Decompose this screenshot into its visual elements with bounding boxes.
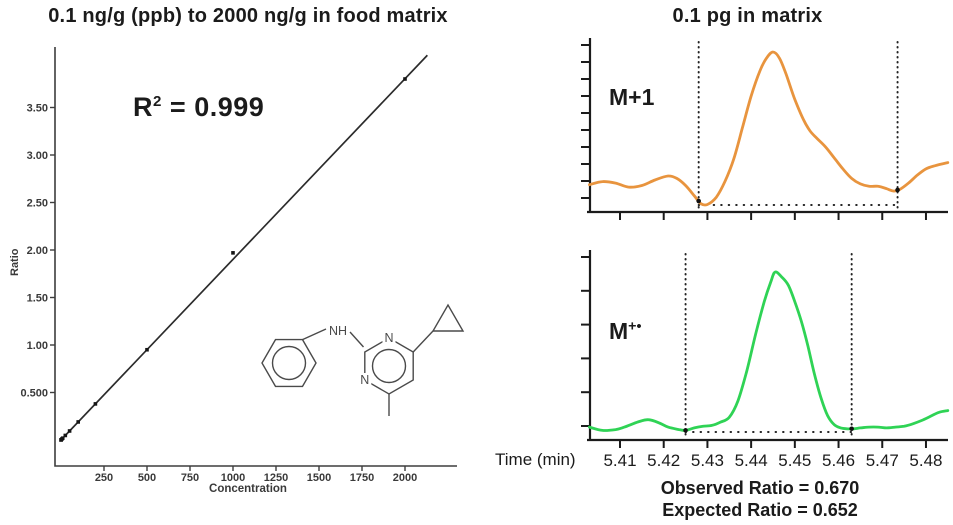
svg-text:N: N	[360, 373, 369, 387]
svg-text:NH: NH	[329, 324, 347, 338]
svg-text:1000: 1000	[221, 472, 245, 484]
observed-ratio-text: Observed Ratio = 0.670	[660, 478, 860, 498]
m-plus-1-label: M+1	[609, 84, 654, 111]
svg-text:5.47: 5.47	[866, 451, 899, 470]
svg-text:5.41: 5.41	[603, 451, 636, 470]
svg-text:500: 500	[138, 472, 156, 484]
svg-text:3.00: 3.00	[27, 150, 48, 162]
svg-text:2.50: 2.50	[27, 198, 48, 210]
r2-superscript: 2	[153, 93, 162, 110]
r-squared-annotation: R2 = 0.999	[133, 92, 264, 123]
chromatogram-title: 0.1 pg in matrix	[672, 5, 823, 27]
calibration-y-axis-label: Ratio	[9, 248, 21, 277]
svg-text:1.00: 1.00	[27, 340, 48, 352]
expected-ratio-text: Expected Ratio = 0.652	[662, 500, 858, 520]
molecular-ion-label: M+•	[609, 318, 641, 345]
svg-text:1.50: 1.50	[27, 293, 48, 305]
molecular-ion-text: M	[609, 318, 629, 344]
svg-text:2000: 2000	[393, 472, 417, 484]
svg-text:3.50: 3.50	[27, 103, 48, 115]
svg-text:N: N	[384, 331, 393, 345]
svg-text:5.43: 5.43	[691, 451, 724, 470]
svg-text:1750: 1750	[350, 472, 374, 484]
svg-text:0.500: 0.500	[20, 388, 48, 400]
svg-text:1500: 1500	[307, 472, 331, 484]
svg-text:750: 750	[181, 472, 199, 484]
svg-text:1250: 1250	[264, 472, 288, 484]
svg-text:5.45: 5.45	[778, 451, 811, 470]
m-plus-1-panel	[581, 38, 950, 220]
m-plus-1-text: M+1	[609, 84, 655, 110]
time-axis-tick-labels: 5.41 5.42 5.43 5.44 5.45 5.46 5.47 5.48	[603, 451, 942, 470]
molecular-ion-superscript: +•	[628, 318, 642, 335]
time-axis-label: Time (min)	[495, 450, 576, 469]
svg-text:5.48: 5.48	[909, 451, 942, 470]
calibration-title: 0.1 ng/g (ppb) to 2000 ng/g in food matr…	[48, 5, 448, 27]
calibration-plot: 3.50 3.00 2.50 2.00 1.50 1.00 0.500 250 500 750 10…	[20, 47, 457, 484]
svg-text:2.00: 2.00	[27, 245, 48, 257]
calibration-x-axis-label: Concentration	[209, 483, 287, 495]
svg-text:5.46: 5.46	[822, 451, 855, 470]
r2-base: R	[133, 92, 153, 122]
svg-text:5.44: 5.44	[735, 451, 768, 470]
svg-text:250: 250	[95, 472, 113, 484]
molecular-ion-panel	[581, 250, 950, 448]
chemical-structure: NH N N	[261, 303, 465, 416]
svg-text:5.42: 5.42	[647, 451, 680, 470]
r2-value: = 0.999	[169, 92, 265, 122]
